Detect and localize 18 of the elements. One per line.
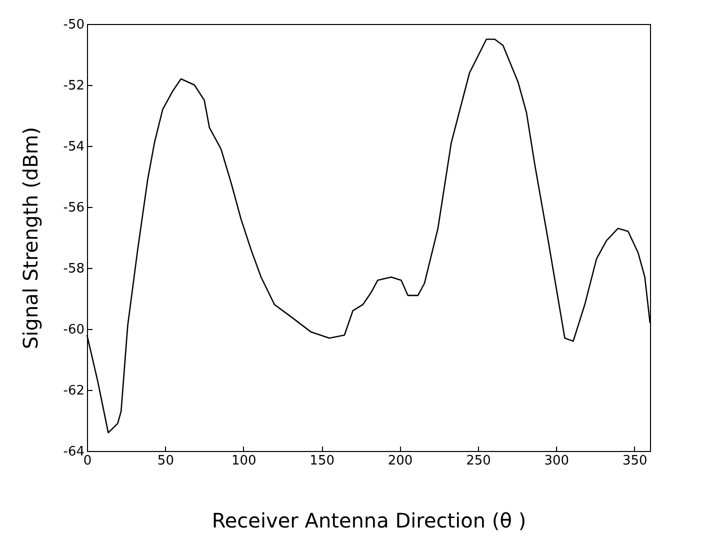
x-tick-label: 350 bbox=[622, 454, 648, 468]
x-tick-label: 150 bbox=[310, 454, 334, 468]
y-tick-label: -64 bbox=[63, 444, 84, 460]
x-tick-label: 0 bbox=[83, 454, 92, 468]
y-tick-label: -50 bbox=[63, 18, 84, 32]
x-tick-label: 100 bbox=[231, 454, 256, 468]
y-tick-label: -54 bbox=[63, 140, 84, 154]
y-tick-label: -56 bbox=[63, 200, 84, 216]
x-tick-label: 50 bbox=[157, 454, 174, 468]
x-axis-title: Receiver Antenna Direction (θ ) bbox=[212, 508, 526, 532]
y-axis-title: Signal Strength (dBm) bbox=[18, 126, 42, 350]
x-tick-label: 300 bbox=[544, 454, 570, 468]
y-tick-label: -52 bbox=[63, 78, 84, 94]
y-tick-label: -58 bbox=[63, 262, 84, 276]
x-tick-label: 200 bbox=[388, 454, 413, 468]
y-tick-label: -62 bbox=[63, 384, 84, 398]
x-tick-label: 250 bbox=[466, 454, 491, 468]
y-tick-label: -60 bbox=[63, 322, 84, 338]
